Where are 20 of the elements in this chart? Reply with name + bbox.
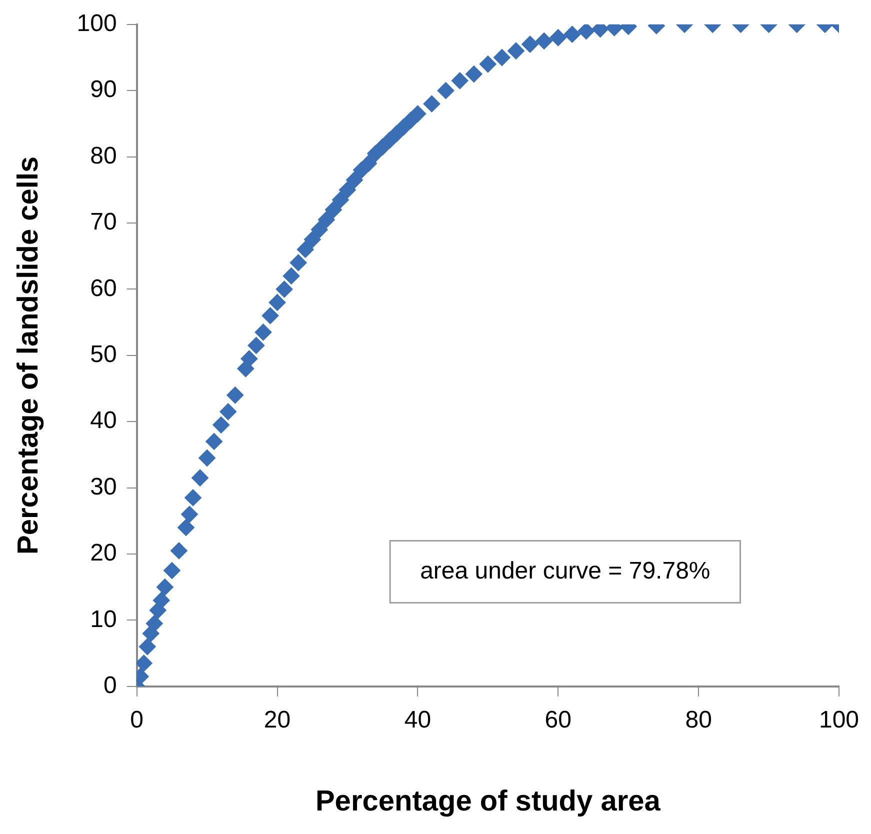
y-tick-label: 30 bbox=[90, 473, 117, 500]
y-tick-label: 20 bbox=[90, 540, 117, 567]
y-tick-label: 0 bbox=[103, 672, 117, 700]
x-tick-label: 60 bbox=[544, 706, 572, 734]
y-tick-label: 80 bbox=[90, 142, 117, 170]
x-tick-label: 100 bbox=[818, 706, 860, 734]
x-tick-label: 80 bbox=[685, 706, 712, 734]
y-axis-title: Percentage of landslide cells bbox=[12, 156, 44, 554]
y-tick-label: 10 bbox=[90, 606, 117, 633]
y-tick-label: 50 bbox=[90, 341, 117, 368]
x-axis-title: Percentage of study area bbox=[315, 786, 662, 818]
x-tick-label: 20 bbox=[264, 706, 291, 734]
y-tick-label: 40 bbox=[90, 407, 117, 434]
y-tick-label: 60 bbox=[90, 274, 117, 302]
y-tick-label: 90 bbox=[90, 76, 117, 104]
y-tick-label: 70 bbox=[90, 208, 117, 236]
y-tick-label: 100 bbox=[76, 10, 117, 38]
x-tick-label: 40 bbox=[404, 706, 432, 734]
annotation: area under curve = 79.78% bbox=[420, 557, 710, 584]
x-tick-label: 0 bbox=[130, 706, 144, 734]
